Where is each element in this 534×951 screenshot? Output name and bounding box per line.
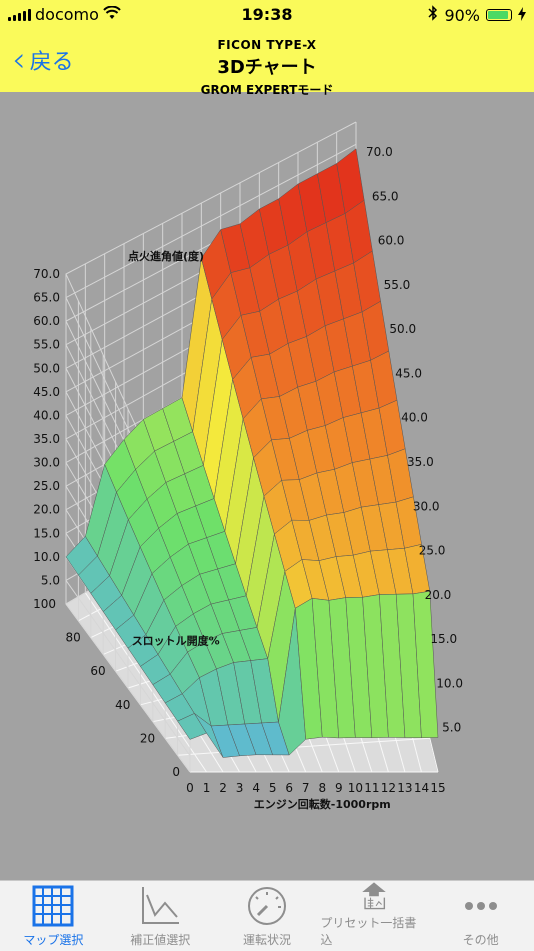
chart-title: 点火進角値(度) <box>128 249 204 263</box>
signal-icon <box>8 8 31 21</box>
z-tick-left: 70.0 <box>33 267 60 281</box>
x-tick: 2 <box>219 781 227 795</box>
tab-label: 運転状況 <box>242 933 291 947</box>
z-tick-left: 20.0 <box>33 503 60 517</box>
z-tick-right: 65.0 <box>372 189 399 203</box>
wifi-icon <box>103 5 121 24</box>
bluetooth-icon <box>428 5 438 25</box>
chevron-left-icon: ‹ <box>12 40 26 80</box>
more-icon <box>464 902 497 910</box>
status-time: 19:38 <box>241 5 293 24</box>
y-axis-label: スロットル開度% <box>132 633 220 647</box>
tab-other[interactable]: その他 <box>427 881 534 951</box>
x-tick: 9 <box>335 781 343 795</box>
z-tick-right: 20.0 <box>425 588 452 602</box>
z-tick-right: 10.0 <box>436 676 463 690</box>
x-tick: 3 <box>236 781 244 795</box>
y-tick: 100 <box>33 597 56 611</box>
surface-chart: 5.010.015.020.025.030.035.040.045.050.05… <box>33 121 463 811</box>
y-tick: 60 <box>90 664 105 678</box>
z-tick-right: 40.0 <box>401 411 428 425</box>
tab-label: その他 <box>462 933 499 947</box>
z-tick-right: 25.0 <box>419 544 446 558</box>
title-main: 3Dチャート <box>217 57 317 78</box>
z-tick-left: 45.0 <box>33 385 60 399</box>
battery-percent: 90% <box>444 5 480 25</box>
y-tick: 20 <box>140 731 155 745</box>
battery-icon <box>486 9 512 21</box>
z-tick-right: 15.0 <box>430 632 457 646</box>
z-tick-left: 10.0 <box>33 550 60 564</box>
line-chart-icon <box>142 887 180 924</box>
status-bar: docomo 19:38 90% <box>0 0 534 30</box>
tab-label: 補正値選択 <box>130 933 191 947</box>
z-tick-right: 55.0 <box>384 278 411 292</box>
z-tick-right: 30.0 <box>413 499 440 513</box>
z-tick-left: 35.0 <box>33 432 60 446</box>
z-tick-left: 40.0 <box>33 408 60 422</box>
z-tick-right: 60.0 <box>378 234 405 248</box>
x-tick: 15 <box>430 781 445 795</box>
y-tick: 80 <box>66 631 81 645</box>
z-tick-right: 35.0 <box>407 455 434 469</box>
x-tick: 10 <box>348 781 363 795</box>
x-tick: 6 <box>285 781 293 795</box>
upload-icon <box>362 882 386 910</box>
grid-icon <box>32 885 74 927</box>
tab-label: マップ選択 <box>23 933 84 947</box>
z-tick-left: 50.0 <box>33 361 60 375</box>
z-tick-right: 45.0 <box>395 366 422 380</box>
z-tick-left: 65.0 <box>33 291 60 305</box>
x-tick: 1 <box>203 781 211 795</box>
gauge-icon <box>247 887 286 925</box>
z-tick-left: 55.0 <box>33 338 60 352</box>
surface-cell <box>412 590 439 739</box>
x-tick: 5 <box>269 781 277 795</box>
charging-icon <box>518 6 526 25</box>
x-tick: 7 <box>302 781 310 795</box>
z-tick-left: 5.0 <box>41 573 60 587</box>
x-tick: 13 <box>397 781 412 795</box>
x-tick: 14 <box>414 781 429 795</box>
tab-bar: マップ選択 補正値選択 運転状況 プリセット一括書込 その他 <box>0 880 534 951</box>
z-tick-right: 5.0 <box>442 721 461 735</box>
y-tick: 40 <box>115 698 130 712</box>
z-tick-left: 60.0 <box>33 314 60 328</box>
tab-label: プリセット一括書込 <box>320 916 417 947</box>
tab-map-select[interactable]: マップ選択 <box>0 881 107 951</box>
title-top: FICON TYPE-X <box>217 38 317 52</box>
z-tick-left: 30.0 <box>33 456 60 470</box>
navigation-bar: ‹ 戻る FICON TYPE-X 3Dチャート GROM EXPERTモード <box>0 30 534 97</box>
page-title: FICON TYPE-X 3Dチャート GROM EXPERTモード <box>0 38 534 98</box>
y-tick: 0 <box>172 765 180 779</box>
z-tick-left: 15.0 <box>33 526 60 540</box>
x-axis-label: エンジン回転数-1000rpm <box>254 797 391 811</box>
z-tick-right: 50.0 <box>389 322 416 336</box>
back-label: 戻る <box>29 50 74 75</box>
x-tick: 8 <box>318 781 326 795</box>
back-button[interactable]: ‹ 戻る <box>12 40 74 80</box>
x-tick: 12 <box>381 781 396 795</box>
carrier-label: docomo <box>35 5 99 24</box>
tab-preset-write[interactable]: プリセット一括書込 <box>320 881 427 951</box>
x-tick: 4 <box>252 781 260 795</box>
x-tick: 11 <box>364 781 379 795</box>
title-sub: GROM EXPERTモード <box>200 83 334 97</box>
z-tick-right: 70.0 <box>366 145 393 159</box>
tab-correction-select[interactable]: 補正値選択 <box>107 881 214 951</box>
tab-driving-status[interactable]: 運転状況 <box>214 881 321 951</box>
x-tick: 0 <box>186 781 194 795</box>
z-tick-left: 25.0 <box>33 479 60 493</box>
